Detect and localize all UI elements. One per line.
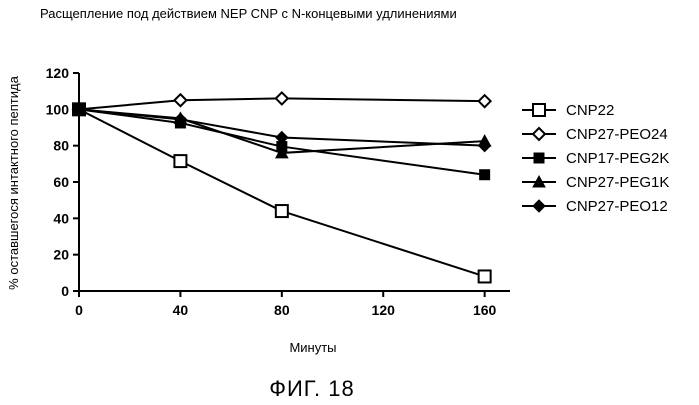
x-axis-label: Минуты [289, 340, 336, 355]
y-tick-label: 80 [53, 138, 69, 154]
legend-label-2: CNP17-PEG2K [566, 150, 669, 167]
chart-title: Расщепление под действием NEP CNP с N-ко… [40, 6, 457, 21]
x-tick-label: 160 [473, 302, 497, 318]
legend-label-1: CNP27-PEO24 [566, 126, 668, 143]
x-axis-ticks: 0 40 80 120 160 [75, 291, 496, 318]
data-point-0-2 [276, 205, 288, 217]
legend-label-3: CNP27-PEG1K [566, 174, 669, 191]
x-tick-label: 80 [274, 302, 290, 318]
legend-label-4: CNP27-PEO12 [566, 198, 668, 215]
series-lines [79, 98, 485, 276]
x-tick-label: 0 [75, 302, 83, 318]
data-point-1-1 [174, 94, 186, 106]
y-tick-label: 100 [46, 101, 70, 117]
data-point-0-3 [479, 270, 491, 282]
legend: CNP22 CNP27-PEO24 CNP17-PEG2K CNP27-PEG1K CN… [522, 102, 669, 215]
legend-marker-1 [533, 128, 545, 140]
legend-marker-4 [533, 200, 545, 212]
y-tick-label: 0 [61, 283, 69, 299]
y-axis-label: % оставшегося интактного пептида [6, 75, 21, 289]
y-axis-ticks: 0 20 40 60 80 100 120 [46, 65, 79, 299]
y-tick-label: 60 [53, 174, 69, 190]
y-tick-label: 120 [46, 65, 70, 81]
y-tick-label: 20 [53, 247, 69, 263]
x-tick-label: 40 [173, 302, 189, 318]
legend-label-0: CNP22 [566, 102, 614, 119]
data-point-1-2 [276, 92, 288, 104]
y-tick-label: 40 [53, 210, 69, 226]
data-point-2-3 [480, 170, 490, 180]
figure-label: ФИГ. 18 [269, 376, 354, 401]
plot-area: 0 20 40 60 80 100 120 0 40 80 120 160 [46, 65, 510, 318]
legend-marker-0 [533, 104, 545, 116]
legend-marker-2 [534, 153, 544, 163]
series-markers [73, 92, 491, 282]
x-tick-label: 120 [372, 302, 396, 318]
data-point-0-1 [174, 155, 186, 167]
data-point-1-3 [479, 95, 491, 107]
